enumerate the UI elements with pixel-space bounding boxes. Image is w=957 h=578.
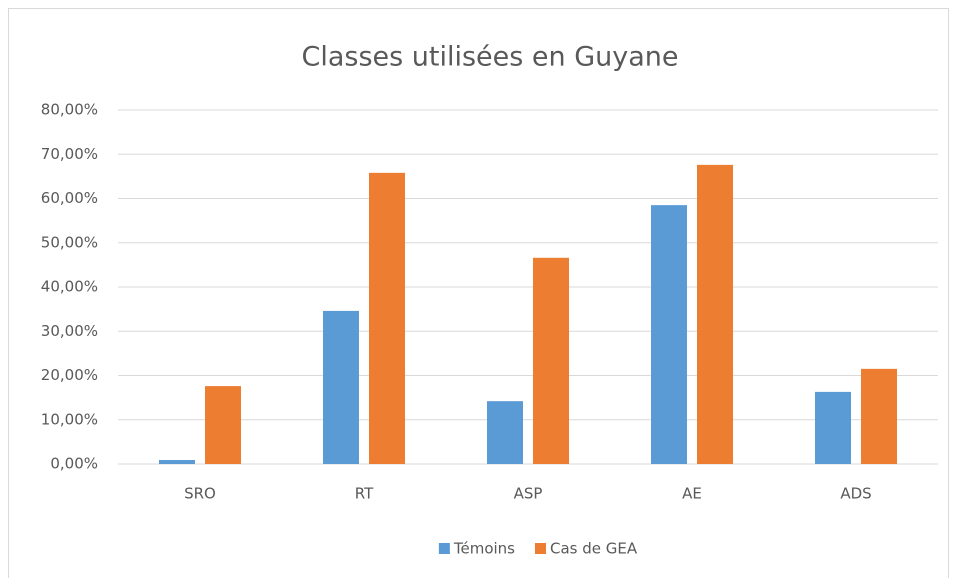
legend-swatch xyxy=(534,543,546,554)
bar xyxy=(159,460,195,464)
bar xyxy=(651,205,687,464)
y-tick-label: 50,00% xyxy=(41,233,98,251)
legend-swatch xyxy=(438,543,450,554)
y-tick-label: 80,00% xyxy=(41,101,98,119)
bar xyxy=(697,164,733,464)
bar xyxy=(487,401,523,464)
bar xyxy=(205,386,241,464)
legend-label: Cas de GEA xyxy=(550,540,638,558)
bar xyxy=(369,172,405,464)
y-tick-label: 40,00% xyxy=(41,278,98,296)
y-tick-label: 70,00% xyxy=(41,145,98,163)
y-tick-label: 30,00% xyxy=(41,322,98,340)
x-tick-label: ASP xyxy=(514,485,543,503)
x-tick-label: AE xyxy=(682,485,702,503)
x-tick-label: ADS xyxy=(840,485,871,503)
legend-label: Témoins xyxy=(453,540,515,558)
bar xyxy=(533,257,569,464)
y-tick-label: 0,00% xyxy=(50,455,98,473)
chart-border xyxy=(8,8,949,578)
bar xyxy=(815,391,851,464)
bar xyxy=(323,310,359,464)
y-tick-label: 10,00% xyxy=(41,410,98,428)
y-tick-label: 60,00% xyxy=(41,189,98,207)
y-tick-label: 20,00% xyxy=(41,366,98,384)
chart-title: Classes utilisées en Guyane xyxy=(301,42,678,73)
x-tick-label: SRO xyxy=(184,485,216,503)
x-tick-label: RT xyxy=(355,485,374,503)
bar xyxy=(861,368,897,464)
